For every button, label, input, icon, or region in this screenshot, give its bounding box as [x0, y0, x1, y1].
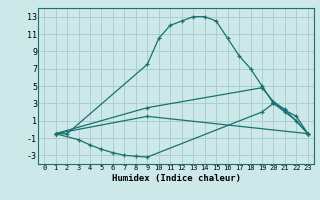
- X-axis label: Humidex (Indice chaleur): Humidex (Indice chaleur): [111, 174, 241, 183]
